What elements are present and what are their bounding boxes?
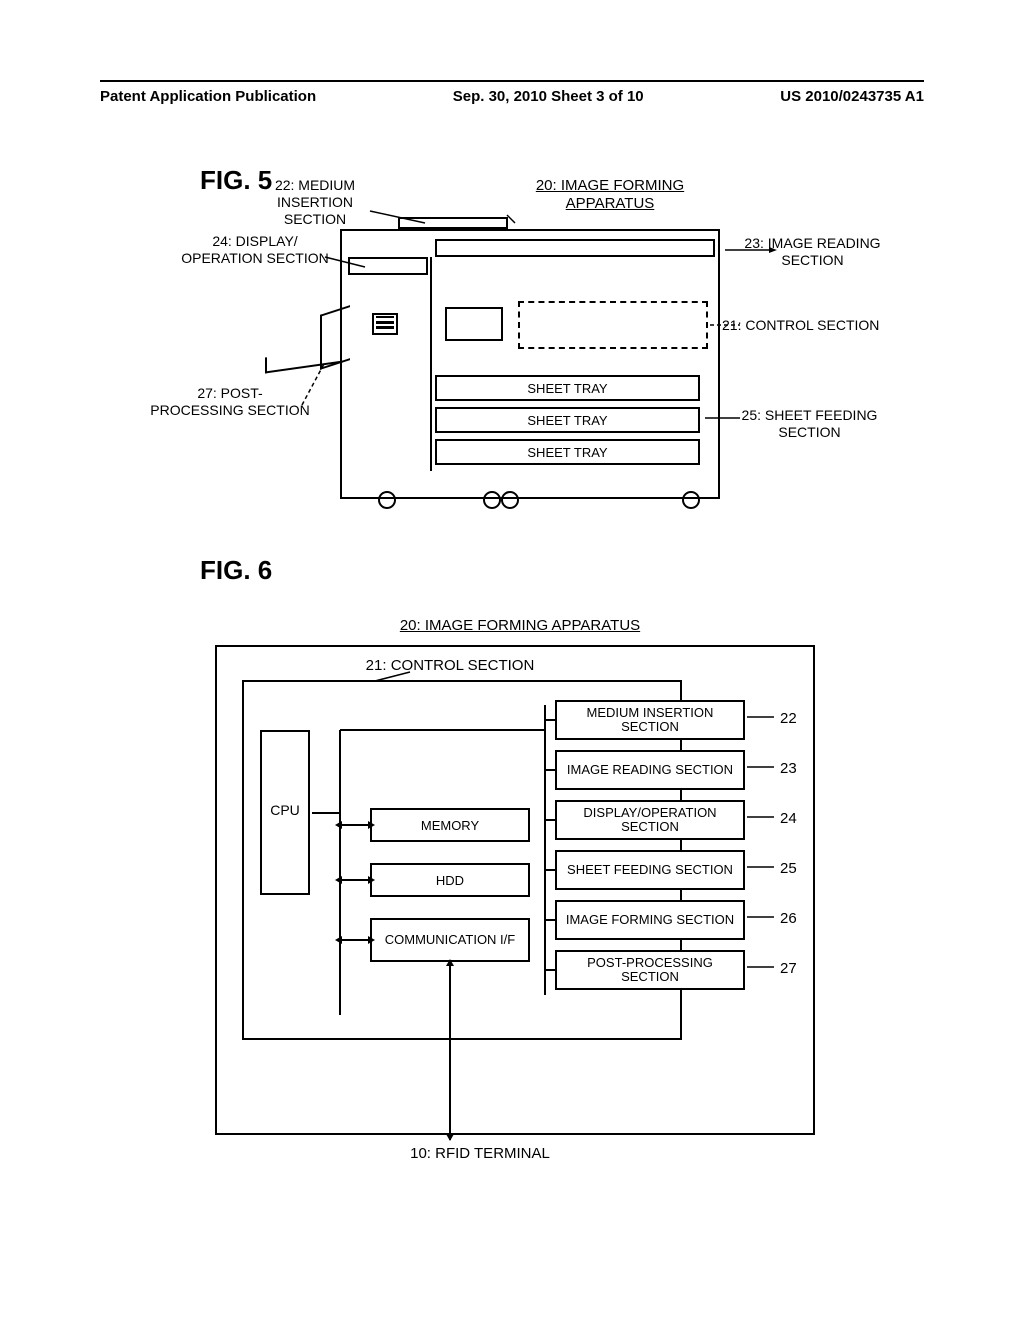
fig5-label-21: 21: CONTROL SECTION bbox=[722, 317, 902, 334]
medium-slot bbox=[398, 217, 508, 229]
header-left: Patent Application Publication bbox=[100, 88, 316, 105]
box-22: MEDIUM INSERTION SECTION bbox=[555, 700, 745, 740]
output-tray bbox=[265, 347, 343, 374]
internal-divider bbox=[430, 257, 432, 471]
reader-bar bbox=[435, 239, 715, 257]
box-27: POST-PROCESSING SECTION bbox=[555, 950, 745, 990]
fig5-label-27: 27: POST- PROCESSING SECTION bbox=[150, 385, 310, 419]
sheet-tray-1: SHEET TRAY bbox=[435, 375, 700, 401]
memory-block: MEMORY bbox=[370, 808, 530, 842]
page-header: Patent Application Publication Sep. 30, … bbox=[100, 80, 924, 105]
box-24: DISPLAY/OPERATION SECTION bbox=[555, 800, 745, 840]
sheet-tray-3: SHEET TRAY bbox=[435, 439, 700, 465]
num-23: 23 bbox=[780, 760, 797, 777]
header-right: US 2010/0243735 A1 bbox=[780, 88, 924, 105]
fig5-label-23: 23: IMAGE READING SECTION bbox=[730, 235, 895, 269]
wheel-icon bbox=[378, 491, 396, 509]
rfid-label: 10: RFID TERMINAL bbox=[380, 1145, 580, 1163]
box-23: IMAGE READING SECTION bbox=[555, 750, 745, 790]
fig6-diagram: 20: IMAGE FORMING APPARATUS 21: CONTROL … bbox=[160, 575, 880, 1175]
num-27: 27 bbox=[780, 960, 797, 977]
num-22: 22 bbox=[780, 710, 797, 727]
fig5-diagram: 20: IMAGE FORMING APPARATUS 22: MEDIUM I… bbox=[160, 155, 880, 515]
comm-block: COMMUNICATION I/F bbox=[370, 918, 530, 962]
fig5-label-24: 24: DISPLAY/ OPERATION SECTION bbox=[180, 233, 330, 267]
box-26: IMAGE FORMING SECTION bbox=[555, 900, 745, 940]
fig6-title: 20: IMAGE FORMING APPARATUS bbox=[375, 617, 665, 635]
fig5-title: 20: IMAGE FORMING APPARATUS bbox=[510, 177, 710, 213]
box-25: SHEET FEEDING SECTION bbox=[555, 850, 745, 890]
wheel-icon bbox=[682, 491, 700, 509]
header-center: Sep. 30, 2010 Sheet 3 of 10 bbox=[453, 88, 644, 105]
num-25: 25 bbox=[780, 860, 797, 877]
sheet-tray-2: SHEET TRAY bbox=[435, 407, 700, 433]
num-26: 26 bbox=[780, 910, 797, 927]
cpu-block: CPU bbox=[260, 730, 310, 895]
wheel-icon bbox=[483, 491, 501, 509]
stack-lines bbox=[376, 316, 394, 319]
display-panel bbox=[348, 257, 428, 275]
control-dashed-box bbox=[518, 301, 708, 349]
fig5-label-25: 25: SHEET FEEDING SECTION bbox=[722, 407, 897, 441]
fig5-label-22: 22: MEDIUM INSERTION SECTION bbox=[245, 177, 385, 227]
wheel-icon bbox=[501, 491, 519, 509]
num-24: 24 bbox=[780, 810, 797, 827]
image-forming-box bbox=[445, 307, 503, 341]
hdd-block: HDD bbox=[370, 863, 530, 897]
